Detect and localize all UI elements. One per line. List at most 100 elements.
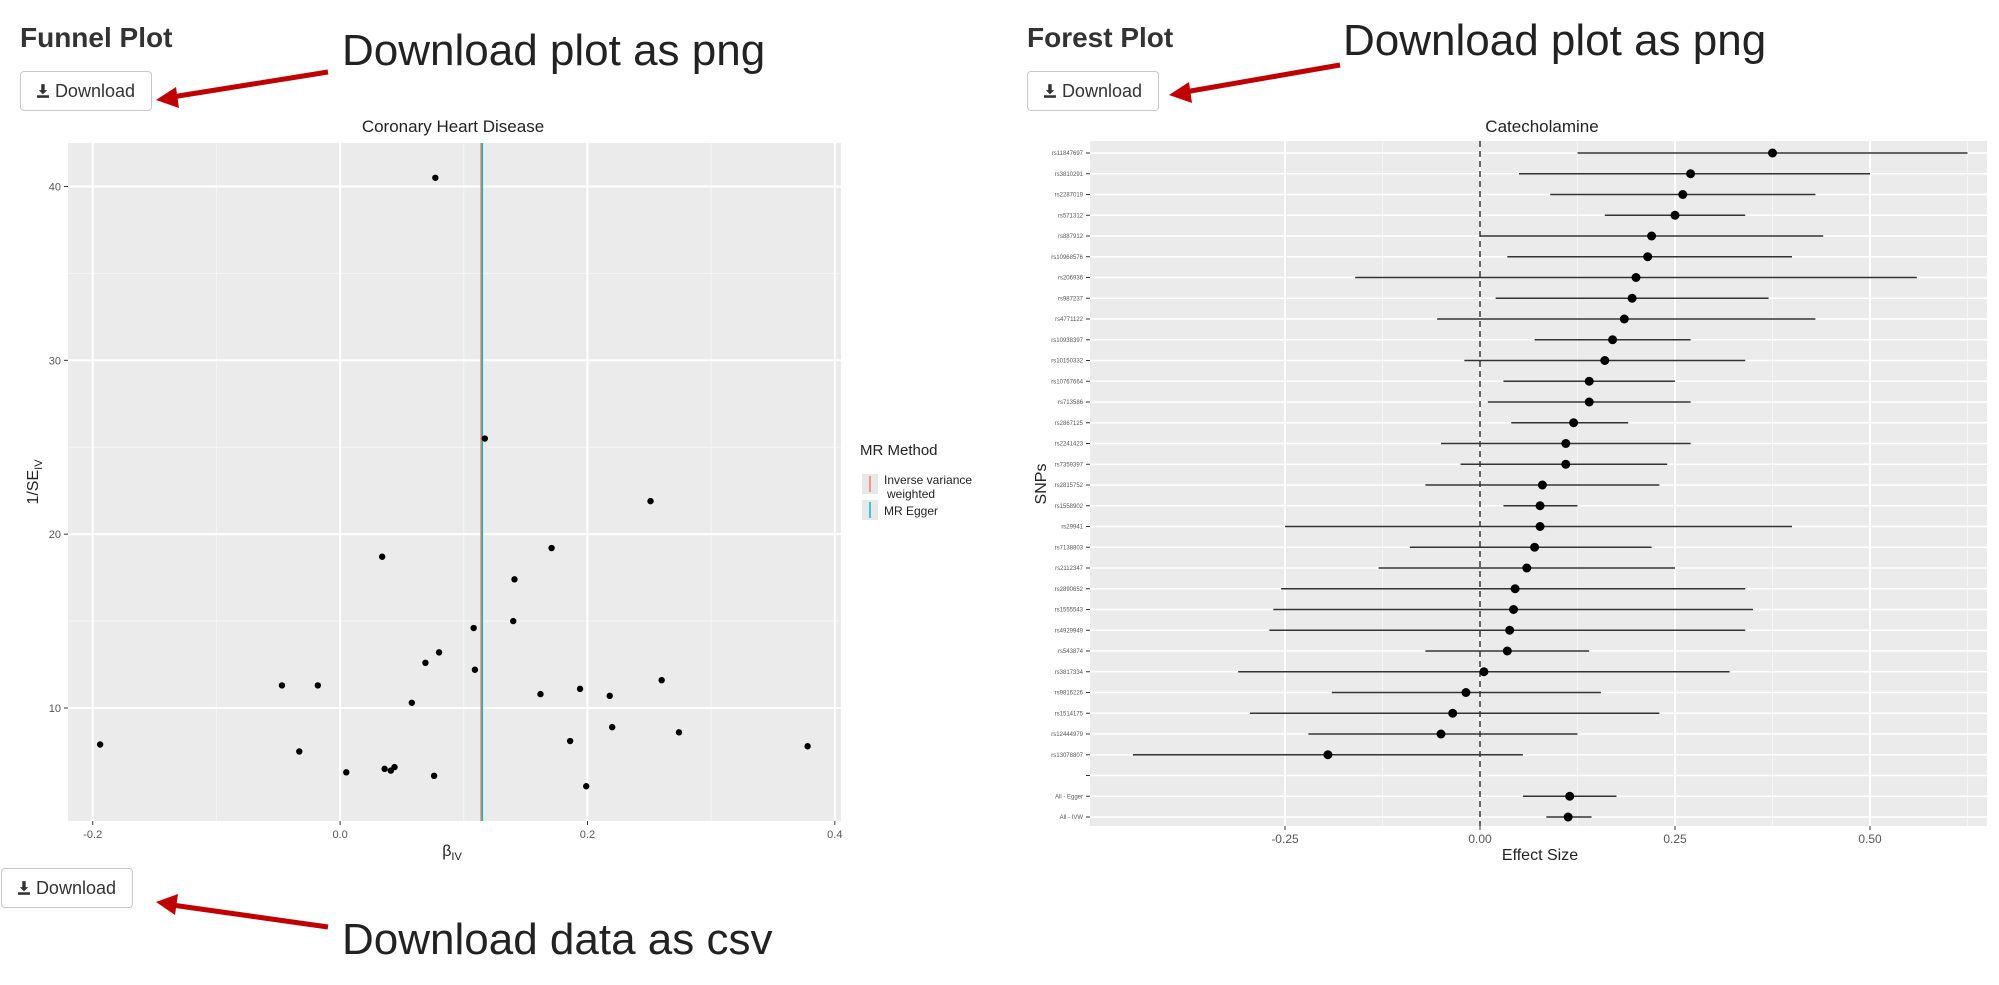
funnel-point bbox=[608, 723, 616, 731]
snp-label: rs2815752 bbox=[1055, 483, 1084, 489]
funnel-x-ticks: -0.2 0.0 0.2 0.4 bbox=[83, 821, 842, 841]
download-icon bbox=[1044, 84, 1056, 98]
effect-estimate bbox=[1502, 646, 1512, 656]
funnel-point bbox=[471, 666, 479, 673]
forest-y-axis-label: SNPs bbox=[1033, 464, 1050, 505]
snp-label: rs3817334 bbox=[1055, 670, 1084, 676]
snp-label: rs12444979 bbox=[1051, 732, 1083, 738]
funnel-point bbox=[378, 553, 386, 560]
funnel-download-button[interactable]: Download bbox=[20, 71, 152, 111]
forest-download-label: Download bbox=[1061, 80, 1142, 101]
funnel-point bbox=[430, 772, 438, 779]
legend-label-ivw-2: weighted bbox=[886, 487, 935, 501]
funnel-point bbox=[511, 576, 518, 583]
effect-estimate bbox=[1686, 169, 1696, 179]
snp-label: rs10150332 bbox=[1051, 359, 1083, 365]
effect-estimate bbox=[1569, 418, 1579, 428]
effect-estimate bbox=[1643, 252, 1653, 262]
funnel-points bbox=[96, 174, 811, 790]
funnel-point bbox=[278, 682, 286, 689]
snp-label: rs4771122 bbox=[1055, 317, 1084, 323]
download-icon bbox=[18, 881, 30, 895]
forest-download-button[interactable]: Download bbox=[1027, 71, 1159, 111]
effect-estimate bbox=[1647, 231, 1657, 241]
forest-x-axis-label: Effect Size bbox=[1502, 847, 1578, 864]
legend-label-ivw: Inverse variance bbox=[884, 473, 972, 487]
snp-label: rs713586 bbox=[1058, 400, 1084, 406]
effect-estimate bbox=[1619, 314, 1629, 324]
funnel-point bbox=[481, 435, 489, 442]
data-download-button[interactable]: Download bbox=[1, 868, 133, 908]
effect-estimate bbox=[1479, 667, 1489, 677]
snp-label: rs2112347 bbox=[1055, 566, 1084, 572]
effect-estimate bbox=[1448, 708, 1458, 718]
snp-label: rs4929949 bbox=[1055, 628, 1084, 634]
funnel-chart-title: Coronary Heart Disease bbox=[362, 117, 544, 136]
funnel-method-lines bbox=[480, 143, 484, 821]
funnel-point bbox=[548, 544, 555, 552]
effect-estimate bbox=[1537, 480, 1547, 490]
snp-label: rs1558902 bbox=[1055, 504, 1084, 510]
funnel-point bbox=[658, 676, 665, 684]
forest-snp-labels: rs11847697 rs3810291 rs2287019 rs571312 rs88… bbox=[1051, 151, 1090, 821]
effect-estimate bbox=[1535, 522, 1545, 531]
effect-estimate bbox=[1561, 459, 1571, 469]
effect-estimate bbox=[1608, 335, 1618, 345]
y-tick-label: 10 bbox=[49, 703, 61, 715]
funnel-point bbox=[408, 699, 416, 706]
data-download-note: Download data as csv bbox=[342, 915, 773, 964]
funnel-point bbox=[804, 743, 811, 750]
effect-estimate bbox=[1323, 750, 1333, 760]
effect-estimate bbox=[1768, 148, 1777, 158]
snp-label: rs2890652 bbox=[1055, 587, 1084, 593]
forest-estimates bbox=[1132, 148, 1968, 822]
effect-estimate bbox=[1561, 439, 1571, 448]
funnel-point bbox=[381, 765, 388, 773]
snp-label: rs571312 bbox=[1058, 213, 1084, 219]
effect-estimate bbox=[1600, 356, 1610, 365]
effect-estimate bbox=[1563, 812, 1573, 822]
funnel-point bbox=[435, 649, 443, 656]
x-tick-label: -0.2 bbox=[83, 829, 102, 841]
effect-estimate bbox=[1584, 397, 1594, 407]
effect-estimate bbox=[1522, 563, 1532, 573]
effect-estimate bbox=[1627, 293, 1637, 303]
funnel-point bbox=[296, 748, 303, 755]
snp-label: All - IVW bbox=[1060, 815, 1084, 821]
funnel-point bbox=[576, 685, 584, 693]
funnel-point bbox=[343, 769, 350, 776]
effect-estimate bbox=[1509, 605, 1519, 614]
legend-label-egger: MR Egger bbox=[884, 504, 938, 518]
funnel-point bbox=[606, 692, 613, 700]
effect-estimate bbox=[1436, 729, 1446, 739]
funnel-point bbox=[96, 741, 104, 748]
snp-label: rs887912 bbox=[1058, 234, 1084, 240]
funnel-x-axis-label: βIV bbox=[442, 843, 462, 863]
funnel-point bbox=[387, 767, 395, 774]
x-tick-label: 0.25 bbox=[1663, 832, 1687, 846]
funnel-point bbox=[583, 783, 590, 790]
funnel-point bbox=[510, 617, 517, 625]
effect-estimate bbox=[1631, 273, 1641, 282]
snp-label: rs543874 bbox=[1058, 649, 1084, 655]
x-tick-label: -0.25 bbox=[1271, 832, 1299, 846]
x-tick-label: 0.2 bbox=[580, 829, 595, 841]
x-tick-label: 0.00 bbox=[1468, 832, 1492, 846]
effect-estimate bbox=[1505, 625, 1515, 635]
effect-estimate bbox=[1530, 542, 1540, 552]
effect-estimate bbox=[1535, 501, 1545, 511]
forest-chart-title: Catecholamine bbox=[1485, 117, 1598, 136]
snp-label: rs2241423 bbox=[1055, 442, 1084, 448]
funnel-point bbox=[566, 737, 574, 745]
snp-label: rs987237 bbox=[1058, 296, 1084, 302]
snp-label: rs7359397 bbox=[1055, 462, 1084, 468]
legend-title: MR Method bbox=[860, 442, 938, 459]
funnel-y-ticks: 10 20 30 40 bbox=[49, 181, 68, 715]
funnel-plot-note: Download plot as png bbox=[342, 26, 766, 75]
snp-label: rs3810291 bbox=[1055, 172, 1084, 178]
snp-label: rs10767664 bbox=[1051, 379, 1083, 385]
y-tick-label: 30 bbox=[49, 355, 61, 367]
snp-label: rs2867125 bbox=[1055, 421, 1084, 427]
